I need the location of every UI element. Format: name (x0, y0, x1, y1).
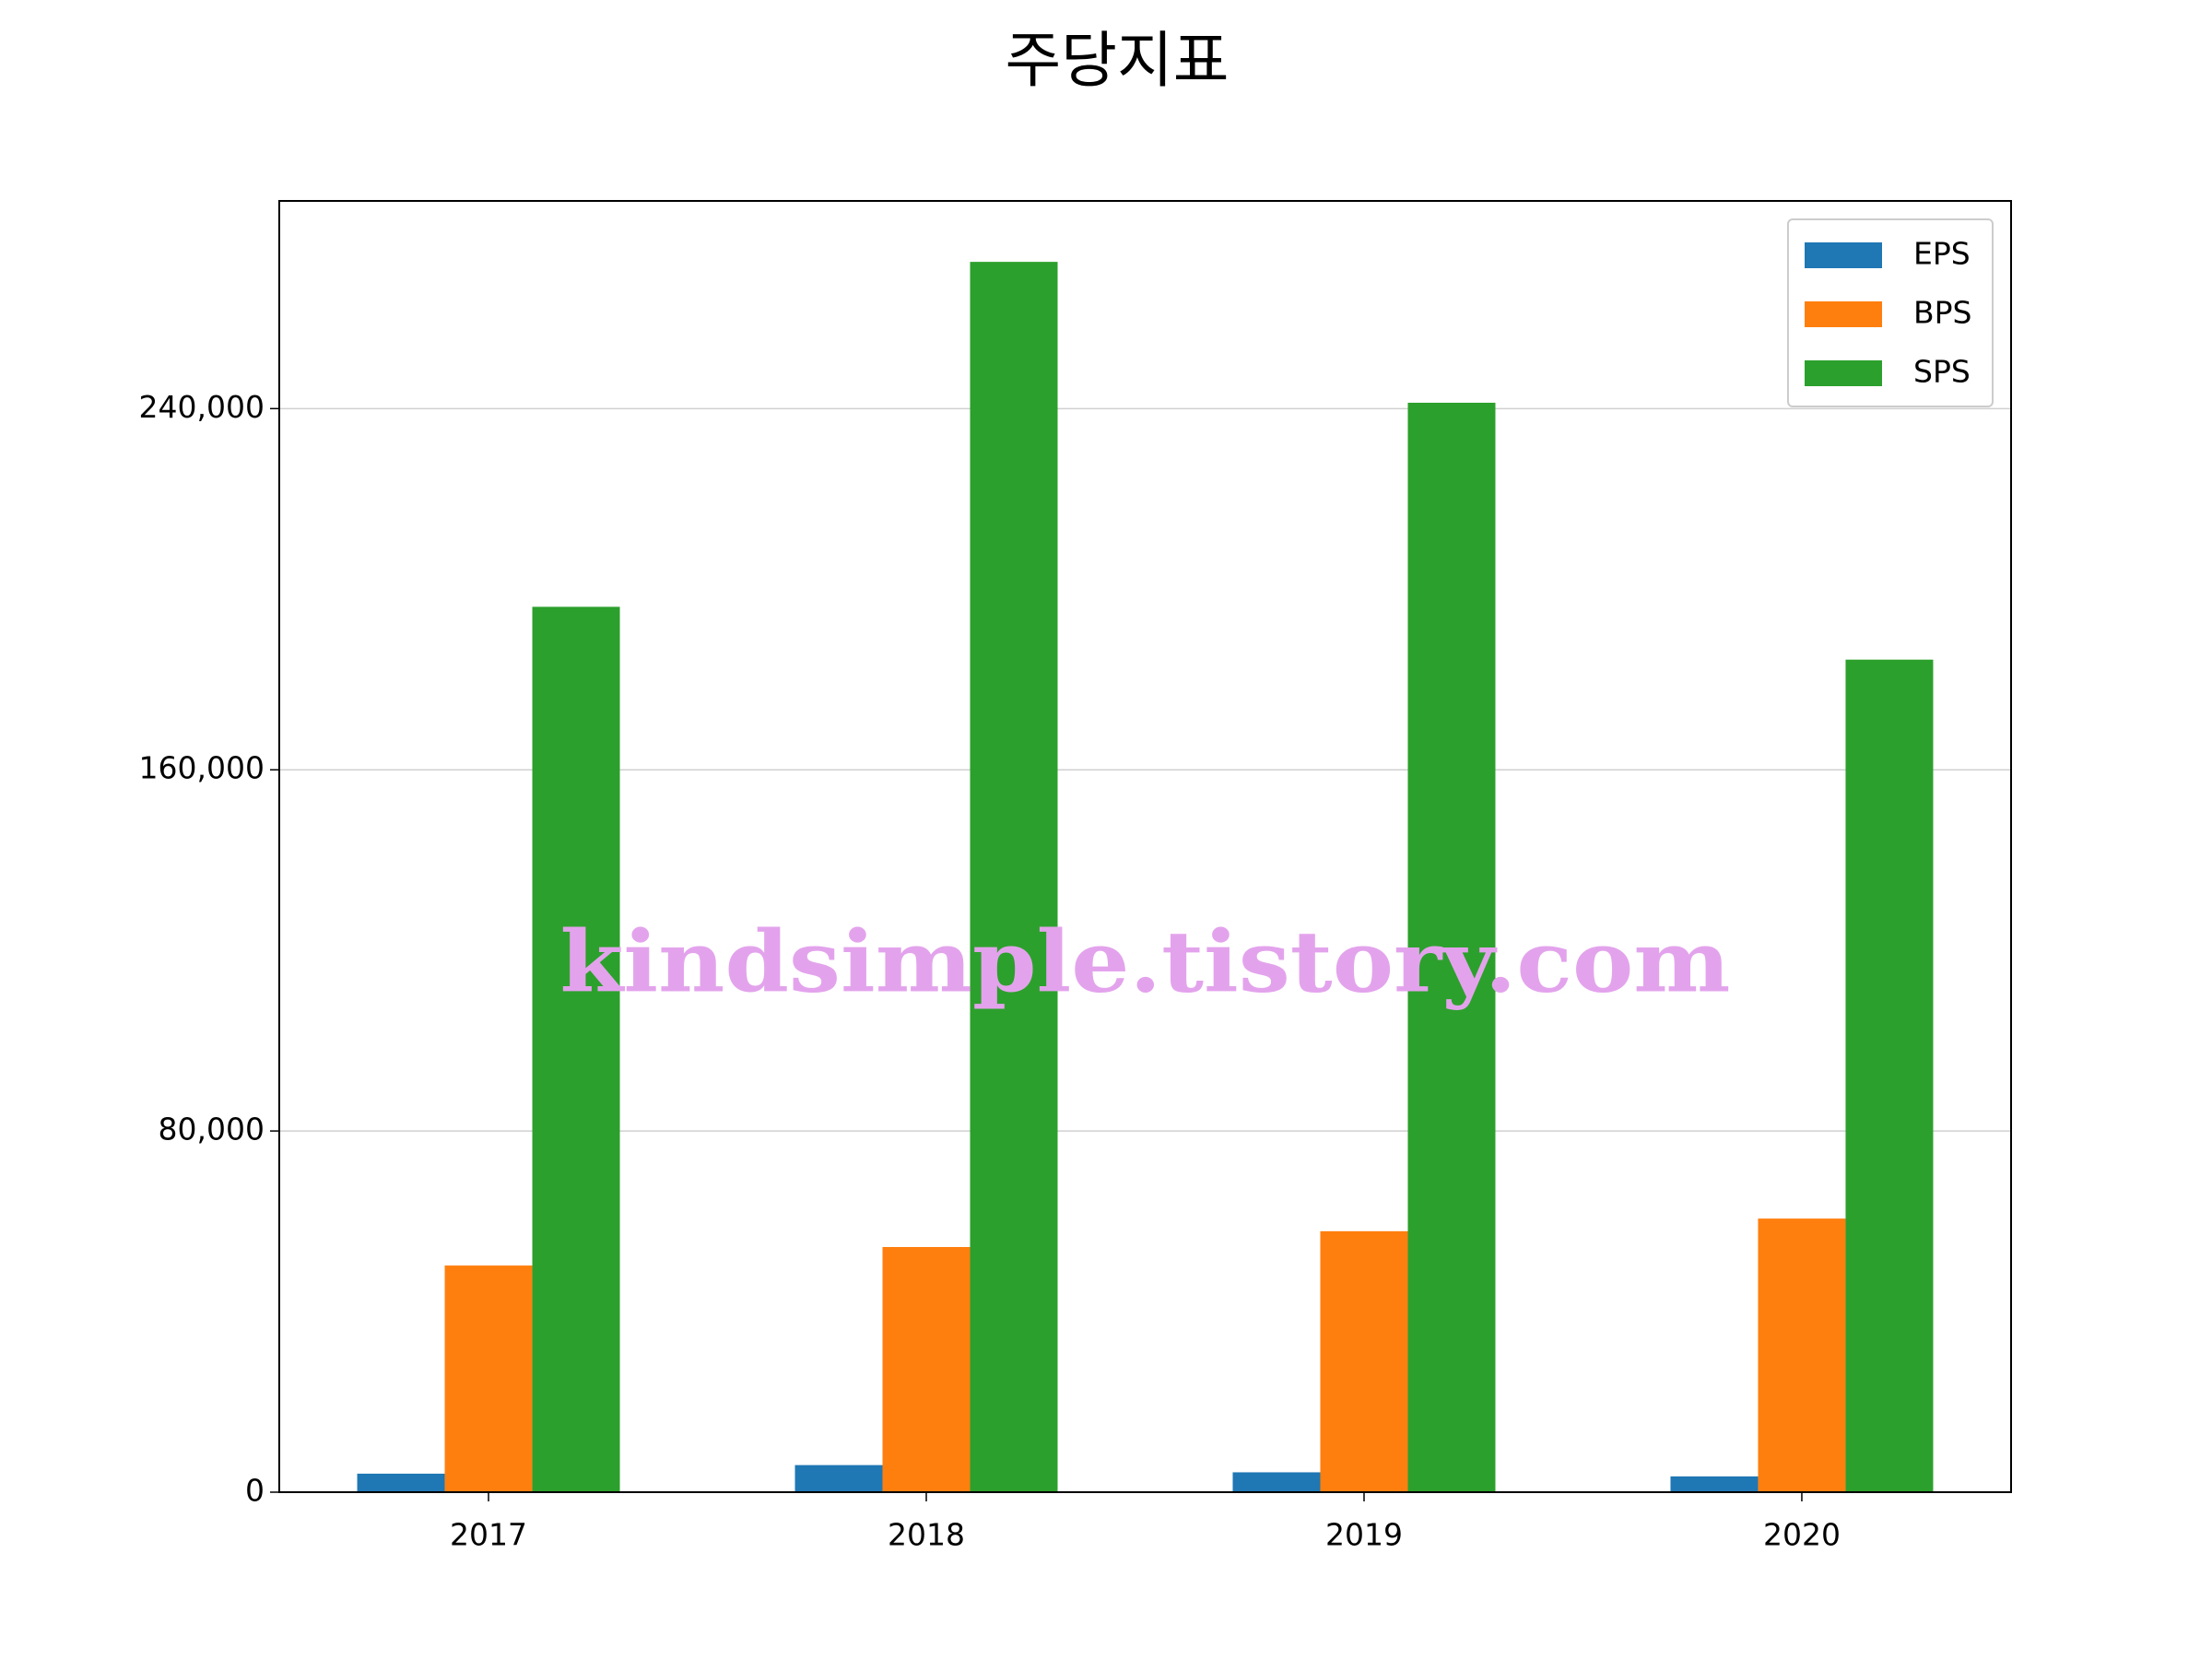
watermark: kindsimple.tistory.com (560, 912, 1731, 1012)
bar (532, 606, 620, 1492)
legend-label: BPS (1913, 295, 1972, 331)
bar (794, 1465, 883, 1492)
x-tick-label: 2017 (450, 1517, 527, 1553)
bar (1670, 1476, 1759, 1492)
chart-title: 주당지표 (1006, 25, 1230, 96)
x-tick-label: 2020 (1763, 1517, 1841, 1553)
bar (970, 262, 1058, 1493)
legend-swatch (1805, 242, 1882, 268)
legend-label: SPS (1913, 354, 1971, 390)
bar (357, 1473, 445, 1492)
bar (1320, 1230, 1408, 1492)
plot-frame (278, 200, 2012, 1493)
bar (1232, 1472, 1321, 1492)
y-tick-label: 240,000 (139, 389, 265, 425)
legend-swatch (1805, 360, 1882, 386)
x-tick-label: 2018 (888, 1517, 965, 1553)
bar (1845, 659, 1934, 1492)
bar (1758, 1218, 1846, 1492)
legend-swatch (1805, 301, 1882, 327)
y-tick-label: 160,000 (139, 750, 265, 786)
y-tick-label: 0 (245, 1473, 265, 1509)
bar (444, 1265, 533, 1492)
legend-label: EPS (1913, 236, 1971, 272)
bar (1407, 402, 1496, 1492)
bar (882, 1247, 971, 1492)
x-tick-label: 2019 (1325, 1517, 1403, 1553)
y-tick-label: 80,000 (159, 1112, 265, 1147)
